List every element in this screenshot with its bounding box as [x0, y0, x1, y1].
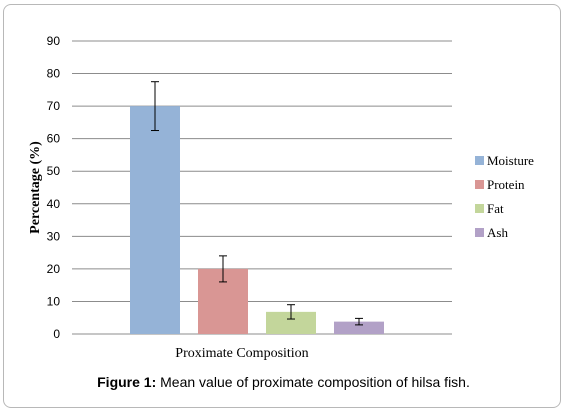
y-tick-label-90: 90 — [47, 34, 61, 48]
error-bar-moisture — [151, 81, 159, 132]
legend-swatch-protein — [475, 180, 484, 189]
y-tick-label-40: 40 — [47, 197, 61, 211]
legend-label-ash: Ash — [487, 225, 508, 240]
x-category-label: Proximate Composition — [175, 346, 308, 361]
y-tick-label-70: 70 — [47, 99, 61, 113]
bar-chart: 0 10 20 30 40 50 60 70 80 90 Percentage (%) Proxi… — [28, 34, 534, 361]
y-axis-title: Percentage (%) — [28, 141, 43, 234]
caption-text: Mean value of proximate composition of h… — [156, 374, 470, 390]
y-tick-label-80: 80 — [47, 67, 61, 81]
bars — [130, 106, 384, 334]
error-bar-protein — [219, 255, 227, 283]
legend-label-moisture: Moisture — [487, 153, 534, 168]
gridlines — [72, 40, 452, 302]
y-tick-label-0: 0 — [53, 327, 60, 341]
y-tick-label-10: 10 — [47, 294, 61, 308]
y-tick-label-30: 30 — [47, 229, 61, 243]
figure-caption: Figure 1: Mean value of proximate compos… — [0, 374, 567, 390]
error-bars — [151, 81, 363, 326]
legend-swatch-ash — [475, 228, 484, 237]
legend: Moisture Protein Fat Ash — [475, 153, 534, 240]
error-bar-fat — [287, 304, 295, 320]
y-axis-ticks: 0 10 20 30 40 50 60 70 80 90 — [47, 34, 61, 341]
bar-moisture — [130, 106, 180, 334]
y-tick-label-60: 60 — [47, 132, 61, 146]
error-bar-ash — [355, 317, 363, 326]
y-tick-label-50: 50 — [47, 164, 61, 178]
y-tick-label-20: 20 — [47, 262, 61, 276]
caption-label: Figure 1: — [97, 374, 157, 390]
bar-fat — [266, 311, 316, 334]
legend-label-fat: Fat — [487, 201, 504, 216]
legend-swatch-fat — [475, 204, 484, 213]
legend-swatch-moisture — [475, 156, 484, 165]
legend-label-protein: Protein — [487, 177, 525, 192]
bar-ash — [334, 321, 384, 334]
figure-frame — [3, 4, 561, 408]
